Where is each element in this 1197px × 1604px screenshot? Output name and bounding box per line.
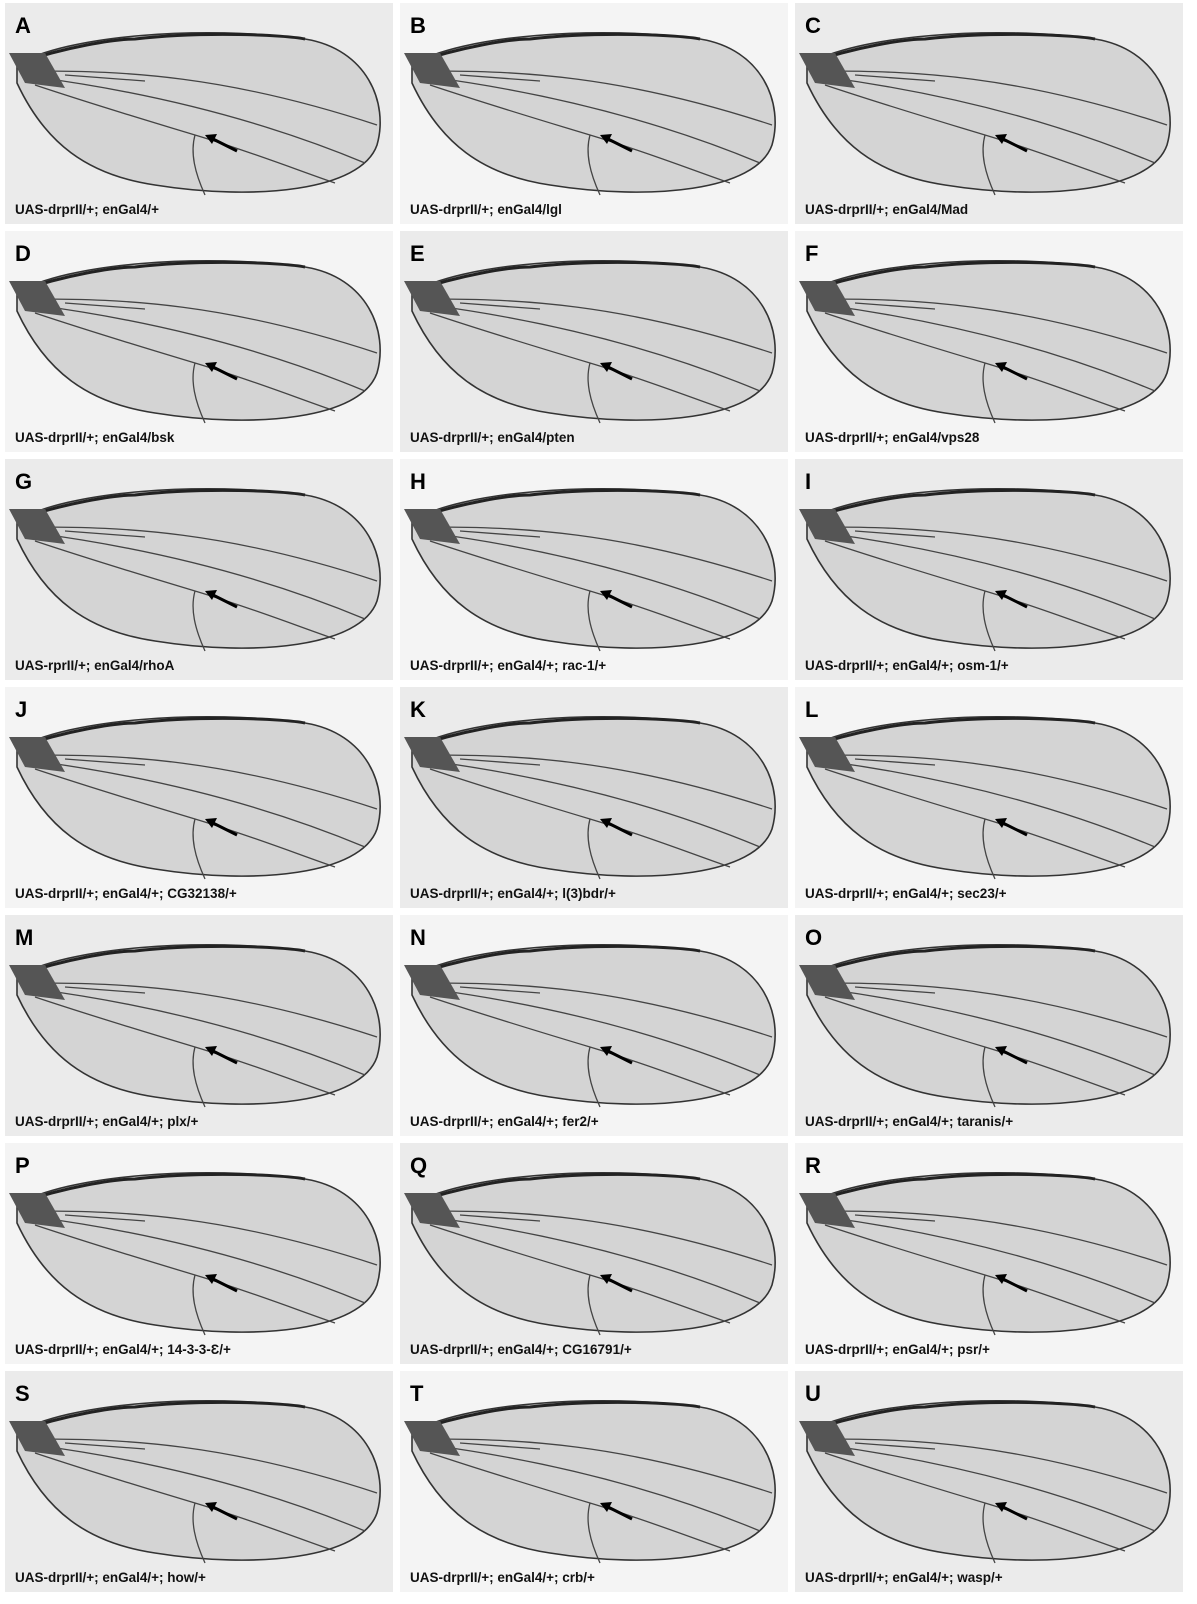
panel-letter: P	[15, 1153, 30, 1178]
panel: N UAS-drprII/+; enGal4/+; fer2/+	[400, 915, 788, 1136]
panel: H UAS-drprII/+; enGal4/+; rac-1/+	[400, 459, 788, 680]
panel-label: UAS-drprII/+; enGal4/Mad	[805, 202, 968, 217]
panel: G UAS-rprII/+; enGal4/rhoA	[5, 459, 393, 680]
panel-label: UAS-drprII/+; enGal4/+	[15, 202, 159, 217]
panel-label: UAS-drprII/+; enGal4/+; rac-1/+	[410, 658, 606, 673]
panel-letter: F	[805, 241, 818, 266]
panel-letter: G	[15, 469, 32, 494]
panel-label: UAS-drprII/+; enGal4/+; psr/+	[805, 1342, 990, 1357]
panel-letter: D	[15, 241, 31, 266]
panel: C UAS-drprII/+; enGal4/Mad	[795, 3, 1183, 224]
panel: A UAS-drprII/+; enGal4/+	[5, 3, 393, 224]
panel-letter: S	[15, 1381, 30, 1406]
panel-letter: R	[805, 1153, 821, 1178]
panel-label: UAS-drprII/+; enGal4/+; how/+	[15, 1570, 206, 1585]
panel-letter: M	[15, 925, 33, 950]
panel-label: UAS-drprII/+; enGal4/+; CG32138/+	[15, 886, 237, 901]
panel-letter: O	[805, 925, 822, 950]
panel: U UAS-drprII/+; enGal4/+; wasp/+	[795, 1371, 1183, 1592]
panel: Q UAS-drprII/+; enGal4/+; CG16791/+	[400, 1143, 788, 1364]
panel-letter: E	[410, 241, 425, 266]
panel-label: UAS-drprII/+; enGal4/+; osm-1/+	[805, 658, 1009, 673]
panel-letter: Q	[410, 1153, 427, 1178]
panel: O UAS-drprII/+; enGal4/+; taranis/+	[795, 915, 1183, 1136]
panel-label: UAS-drprII/+; enGal4/+; fer2/+	[410, 1114, 599, 1129]
panel-label: UAS-drprII/+; enGal4/+; wasp/+	[805, 1570, 1003, 1585]
panel-letter: J	[15, 697, 27, 722]
panel-letter: C	[805, 13, 821, 38]
panel-label: UAS-rprII/+; enGal4/rhoA	[15, 658, 175, 673]
panel: T UAS-drprII/+; enGal4/+; crb/+	[400, 1371, 788, 1592]
panel-label: UAS-drprII/+; enGal4/pten	[410, 430, 575, 445]
panel: D UAS-drprII/+; enGal4/bsk	[5, 231, 393, 452]
panel-letter: A	[15, 13, 31, 38]
panel: R UAS-drprII/+; enGal4/+; psr/+	[795, 1143, 1183, 1364]
panel-label: UAS-drprII/+; enGal4/+; crb/+	[410, 1570, 595, 1585]
panel-letter: K	[410, 697, 426, 722]
panel-label: UAS-drprII/+; enGal4/+; plx/+	[15, 1114, 199, 1129]
panel-letter: T	[410, 1381, 424, 1406]
page: A UAS-drprII/+; enGal4/+ B UAS-drprII/+; en…	[0, 0, 1197, 1599]
panel-label: UAS-drprII/+; enGal4/+; l(3)bdr/+	[410, 886, 616, 901]
panel-label: UAS-drprII/+; enGal4/lgl	[410, 202, 562, 217]
panel-letter: U	[805, 1381, 821, 1406]
panel-letter: N	[410, 925, 426, 950]
panel-label: UAS-drprII/+; enGal4/bsk	[15, 430, 175, 445]
panel: E UAS-drprII/+; enGal4/pten	[400, 231, 788, 452]
panel-label: UAS-drprII/+; enGal4/+; taranis/+	[805, 1114, 1013, 1129]
panel-letter: B	[410, 13, 426, 38]
panel: I UAS-drprII/+; enGal4/+; osm-1/+	[795, 459, 1183, 680]
panel: F UAS-drprII/+; enGal4/vps28	[795, 231, 1183, 452]
panel: K UAS-drprII/+; enGal4/+; l(3)bdr/+	[400, 687, 788, 908]
panel: B UAS-drprII/+; enGal4/lgl	[400, 3, 788, 224]
panel-letter: I	[805, 469, 811, 494]
panel: S UAS-drprII/+; enGal4/+; how/+	[5, 1371, 393, 1592]
panel-label: UAS-drprII/+; enGal4/vps28	[805, 430, 980, 445]
panel-letter: L	[805, 697, 818, 722]
panel-label: UAS-drprII/+; enGal4/+; CG16791/+	[410, 1342, 632, 1357]
panel-label: UAS-drprII/+; enGal4/+; 14-3-3-Ɛ/+	[15, 1342, 231, 1357]
panel-label: UAS-drprII/+; enGal4/+; sec23/+	[805, 886, 1007, 901]
panel-letter: H	[410, 469, 426, 494]
panel: P UAS-drprII/+; enGal4/+; 14-3-3-Ɛ/+	[5, 1143, 393, 1364]
panel: M UAS-drprII/+; enGal4/+; plx/+	[5, 915, 393, 1136]
panel: J UAS-drprII/+; enGal4/+; CG32138/+	[5, 687, 393, 908]
panel: L UAS-drprII/+; enGal4/+; sec23/+	[795, 687, 1183, 908]
figure: A UAS-drprII/+; enGal4/+ B UAS-drprII/+; en…	[0, 0, 1197, 1599]
